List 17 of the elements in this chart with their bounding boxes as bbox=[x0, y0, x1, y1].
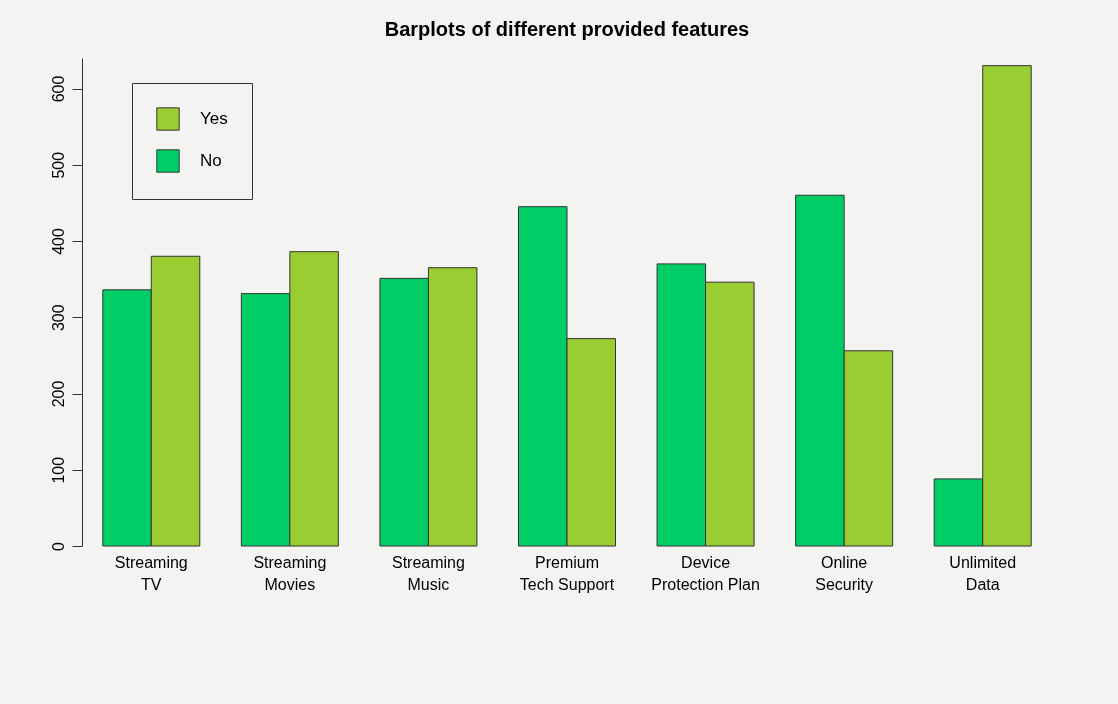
chart-title: Barplots of different provided features bbox=[384, 18, 750, 40]
x-tick-label: Streaming Movies bbox=[253, 553, 327, 593]
x-tick-label: Online Security bbox=[815, 553, 874, 593]
legend-label: No bbox=[200, 151, 222, 170]
legend-label: Yes bbox=[200, 109, 228, 128]
y-tick-label: 100 bbox=[49, 456, 67, 484]
x-tick-label: Streaming Music bbox=[391, 553, 465, 593]
x-tick-label: Device Protection Plan bbox=[651, 553, 760, 593]
x-tick-label: Unlimited Data bbox=[949, 553, 1017, 593]
y-tick-label: 400 bbox=[49, 228, 67, 255]
y-tick-label: 0 bbox=[49, 541, 67, 551]
y-tick-label: 300 bbox=[49, 304, 67, 332]
x-tick-label: Premium Tech Support bbox=[519, 553, 615, 593]
y-tick-label: 600 bbox=[49, 75, 67, 103]
x-tick-label: Streaming TV bbox=[114, 553, 188, 593]
y-tick-label: 200 bbox=[49, 380, 67, 408]
y-tick-label: 500 bbox=[49, 151, 67, 179]
